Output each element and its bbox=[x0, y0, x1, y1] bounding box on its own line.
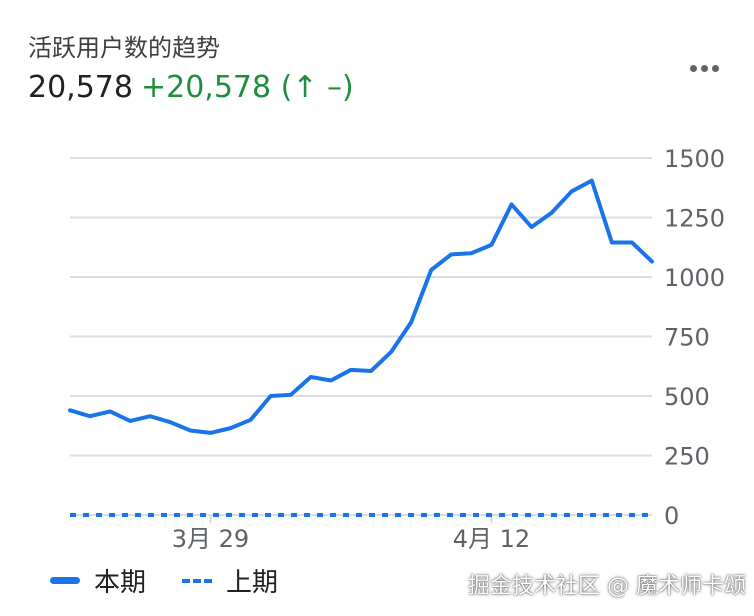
summary-row: 20,578 +20,578 (↑ –) bbox=[28, 70, 354, 105]
x-tick-label: 4月 12 bbox=[453, 525, 530, 553]
y-tick-label: 1250 bbox=[664, 205, 725, 233]
y-tick-label: 0 bbox=[664, 502, 679, 530]
legend: 本期 上期 bbox=[50, 562, 314, 599]
x-tick-label: 3月 29 bbox=[172, 525, 249, 553]
y-tick-label: 250 bbox=[664, 443, 710, 471]
total-value: 20,578 bbox=[28, 70, 133, 105]
legend-item-previous[interactable]: 上期 bbox=[182, 562, 278, 599]
legend-label-previous: 上期 bbox=[226, 568, 279, 598]
y-tick-label: 750 bbox=[664, 324, 710, 352]
series-line-current bbox=[68, 178, 654, 435]
legend-item-current[interactable]: 本期 bbox=[50, 562, 146, 599]
delta-value: +20,578 (↑ –) bbox=[140, 70, 354, 105]
y-tick-label: 500 bbox=[664, 383, 710, 411]
legend-swatch-dashed bbox=[182, 578, 213, 583]
legend-label-current: 本期 bbox=[94, 568, 147, 598]
more-dot bbox=[711, 64, 719, 72]
chart-title: 活跃用户数的趋势 bbox=[28, 34, 220, 62]
y-tick-label: 1000 bbox=[664, 264, 725, 292]
more-dot bbox=[700, 64, 708, 72]
legend-swatch-solid bbox=[50, 577, 80, 584]
y-tick-label: 1500 bbox=[664, 145, 725, 173]
more-options-button[interactable] bbox=[680, 54, 728, 82]
watermark: 掘金技术社区 @ 魔术师卡颂 bbox=[468, 574, 746, 599]
more-horiz-icon bbox=[689, 64, 697, 72]
